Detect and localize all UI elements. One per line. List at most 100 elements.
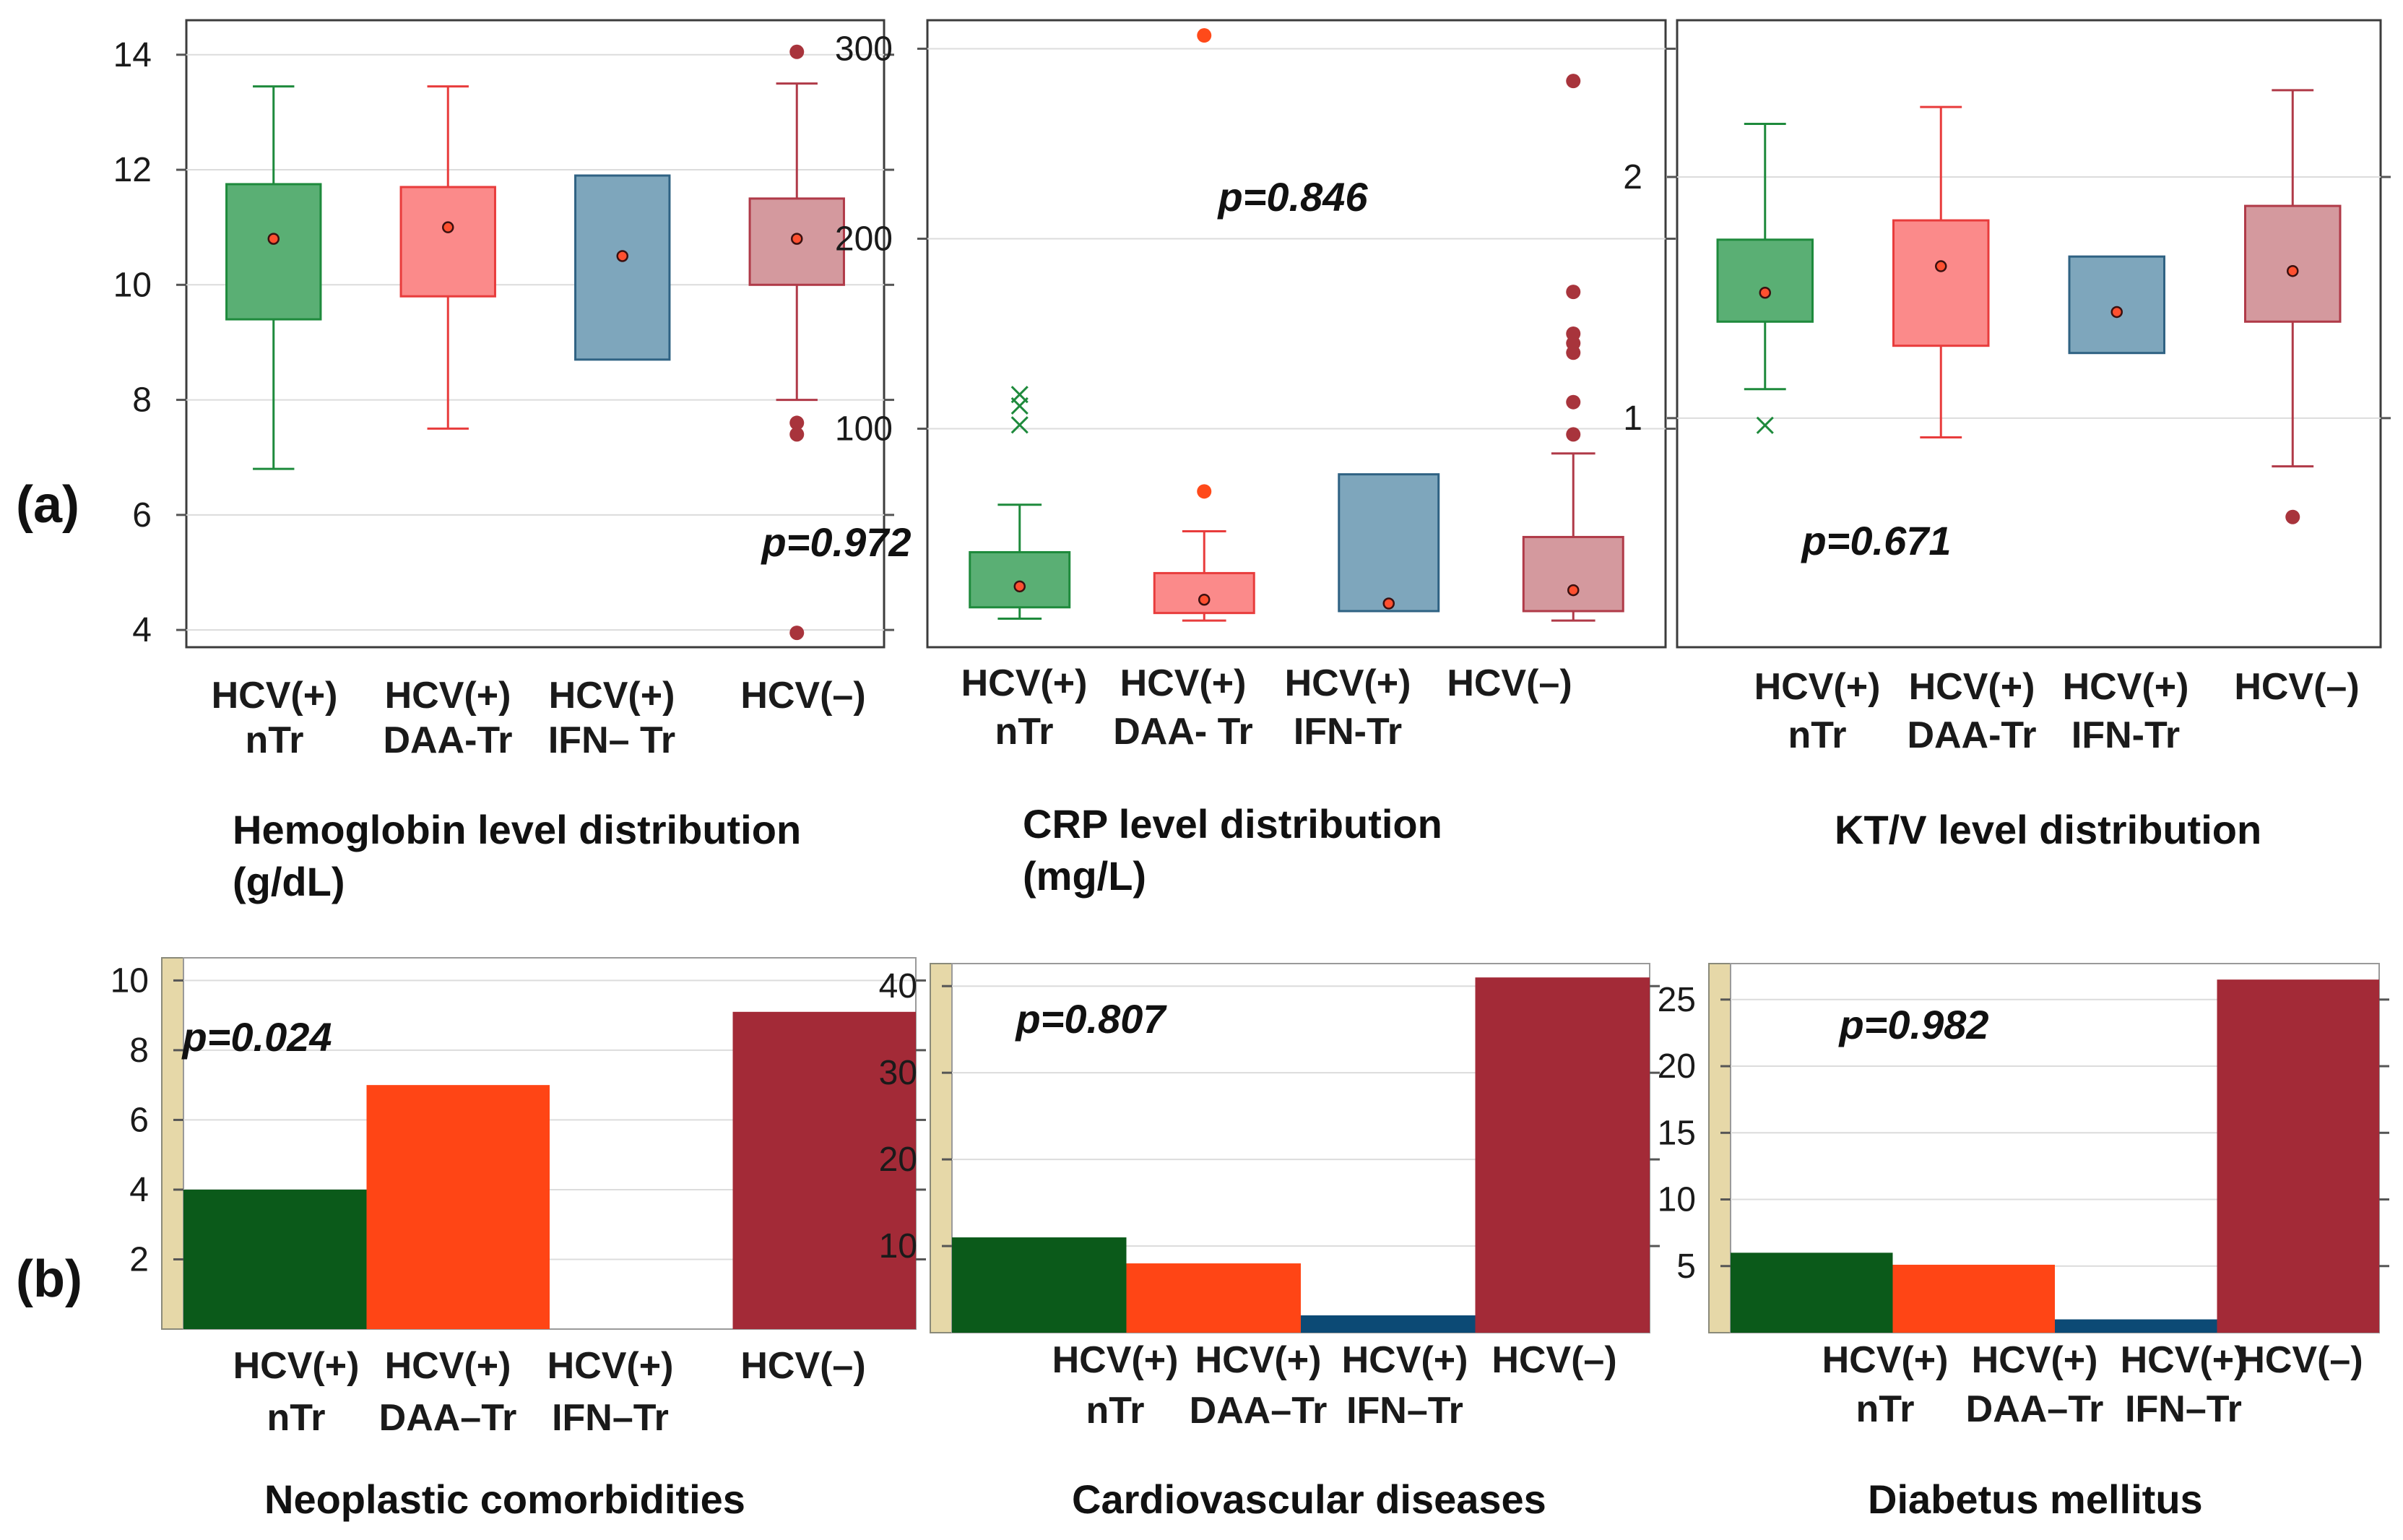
- y-tick-label: 4: [129, 1171, 149, 1209]
- outlier-dot: [1566, 394, 1581, 410]
- chart-caption: KT/V level distribution: [1835, 807, 2261, 852]
- category-label: HCV(–): [2238, 1339, 2363, 1381]
- p-value-label: p=0.024: [181, 1014, 332, 1060]
- category-label: HCV(–): [740, 675, 865, 717]
- chart-caption-line: Neoplastic comorbidities: [264, 1476, 745, 1522]
- p-value-label: p=0.982: [1837, 1002, 1988, 1047]
- chart-caption-line: KT/V level distribution: [1835, 807, 2261, 852]
- y-tick-label: 10: [113, 266, 152, 304]
- y-tick-label: 5: [1676, 1247, 1696, 1286]
- outlier-dot: [1566, 285, 1581, 300]
- panel-label-b-text: (b): [16, 1250, 82, 1308]
- category-label-line: IFN–Tr: [1346, 1390, 1463, 1432]
- y-tick-label: 200: [835, 220, 893, 258]
- category-label: HCV(+) IFN–Tr: [2121, 1339, 2247, 1430]
- category-label: HCV(+) nTr: [1052, 1339, 1179, 1432]
- boxplot-chart-2: 100 200 300 HCV(+) nTr HCV(+) DAA- Tr HCV(+) IFN…: [835, 19, 1676, 899]
- y-tick-label: 300: [835, 30, 893, 68]
- y-tick-label: 20: [879, 1141, 917, 1179]
- box-3: [574, 174, 671, 361]
- bar-chart-5: 10 20 30 40 HCV(+) nTr HCV(+) DAA–Tr HCV(+) IFN–T…: [879, 963, 1660, 1522]
- box-2: [1892, 219, 1990, 347]
- outlier-x-stroke: [1010, 397, 1029, 415]
- plot-frame: [1676, 19, 2382, 649]
- category-label: HCV(+) DAA–Tr: [379, 1345, 517, 1439]
- box-2: [399, 186, 496, 298]
- category-label-line: HCV(+): [1285, 662, 1411, 704]
- mean-marker: [791, 233, 803, 245]
- depth-wall: [1708, 963, 1731, 1333]
- category-label: HCV(+) IFN–Tr: [547, 1345, 674, 1439]
- chart-caption: Diabetus mellitus: [1868, 1476, 2203, 1522]
- category-label-line: DAA–Tr: [1190, 1390, 1328, 1432]
- category-label-line: nTr: [246, 719, 304, 761]
- category-label: HCV(+) IFN-Tr: [1285, 662, 1411, 753]
- category-label: HCV(+) IFN-Tr: [2063, 666, 2189, 756]
- y-tick-label: 30: [879, 1054, 917, 1092]
- box-2: [1153, 571, 1255, 615]
- category-label-line: nTr: [1788, 714, 1847, 756]
- panel-label-a-text: (a): [16, 476, 79, 534]
- category-label: HCV(+) DAA-Tr: [383, 675, 512, 761]
- mean-marker: [616, 250, 628, 262]
- category-label: HCV(+) IFN– Tr: [548, 675, 675, 761]
- y-tick-label: 6: [129, 1101, 149, 1139]
- y-tick-label: 10: [111, 961, 149, 1000]
- box-4: [2244, 204, 2342, 323]
- depth-wall: [930, 963, 953, 1333]
- box-1: [969, 550, 1071, 609]
- bar-1: [952, 1237, 1127, 1333]
- p-value-label: p=0.671: [1800, 518, 1951, 563]
- outlier-dot: [1197, 28, 1212, 43]
- y-tick-label: 40: [879, 967, 917, 1005]
- plot-frame: [185, 19, 886, 649]
- category-label: HCV(–): [2234, 666, 2359, 708]
- mean-marker: [1382, 597, 1395, 610]
- y-tick-label: 1: [1623, 399, 1642, 438]
- chart-caption-line: (mg/L): [1023, 853, 1146, 899]
- category-label-line: HCV(+): [212, 675, 338, 717]
- category-label-line: HCV(+): [549, 675, 675, 717]
- category-label: HCV(–): [740, 1345, 865, 1387]
- bar-3: [2055, 1319, 2217, 1333]
- outlier-dot: [1566, 74, 1581, 89]
- category-label-line: HCV(–): [2234, 666, 2359, 708]
- outlier-x-stroke: [1756, 416, 1774, 434]
- y-tick-label: 2: [1623, 158, 1642, 196]
- outlier-x: [1010, 416, 1029, 434]
- category-label: HCV(+) DAA–Tr: [1190, 1339, 1328, 1432]
- outlier-dot: [789, 44, 805, 59]
- bar-4: [732, 1011, 916, 1329]
- bar-chart-6: 5 10 15 20 25 HCV(+) nTr HCV(+) DAA–Tr HCV(+) IFN–…: [1658, 963, 2389, 1522]
- outlier-dot: [1566, 427, 1581, 442]
- mean-marker: [2110, 306, 2123, 319]
- bar-2: [366, 1085, 550, 1329]
- mean-marker: [1759, 286, 1771, 299]
- mean-marker: [2287, 264, 2299, 277]
- box-1: [1716, 238, 1814, 323]
- y-tick-label: 2: [129, 1240, 149, 1279]
- category-label: HCV(+) nTr: [961, 662, 1088, 753]
- y-tick-label: 14: [113, 36, 152, 74]
- category-label-line: HCV(+): [2121, 1339, 2247, 1381]
- y-tick-label: 6: [132, 496, 152, 535]
- chart-caption-line: CRP level distribution: [1023, 801, 1442, 847]
- category-label-line: HCV(+): [1195, 1339, 1322, 1381]
- bar-1: [183, 1189, 367, 1329]
- bar-4: [2217, 979, 2379, 1333]
- category-label-line: HCV(–): [740, 675, 865, 717]
- category-label-line: HCV(–): [740, 1345, 865, 1387]
- category-label-line: IFN–Tr: [2125, 1388, 2242, 1430]
- category-label-line: HCV(+): [1972, 1339, 2098, 1381]
- chart-caption-line: Hemoglobin level distribution: [233, 807, 801, 852]
- category-label-line: IFN-Tr: [2071, 714, 2180, 756]
- mean-marker: [442, 221, 454, 233]
- category-label-line: HCV(+): [547, 1345, 674, 1387]
- category-label-line: DAA–Tr: [379, 1397, 517, 1439]
- mean-marker: [1198, 593, 1211, 606]
- category-label-line: IFN– Tr: [548, 719, 675, 761]
- box-4: [1522, 535, 1624, 613]
- category-label-line: DAA–Tr: [1966, 1388, 2104, 1430]
- y-tick-label: 10: [1658, 1181, 1696, 1219]
